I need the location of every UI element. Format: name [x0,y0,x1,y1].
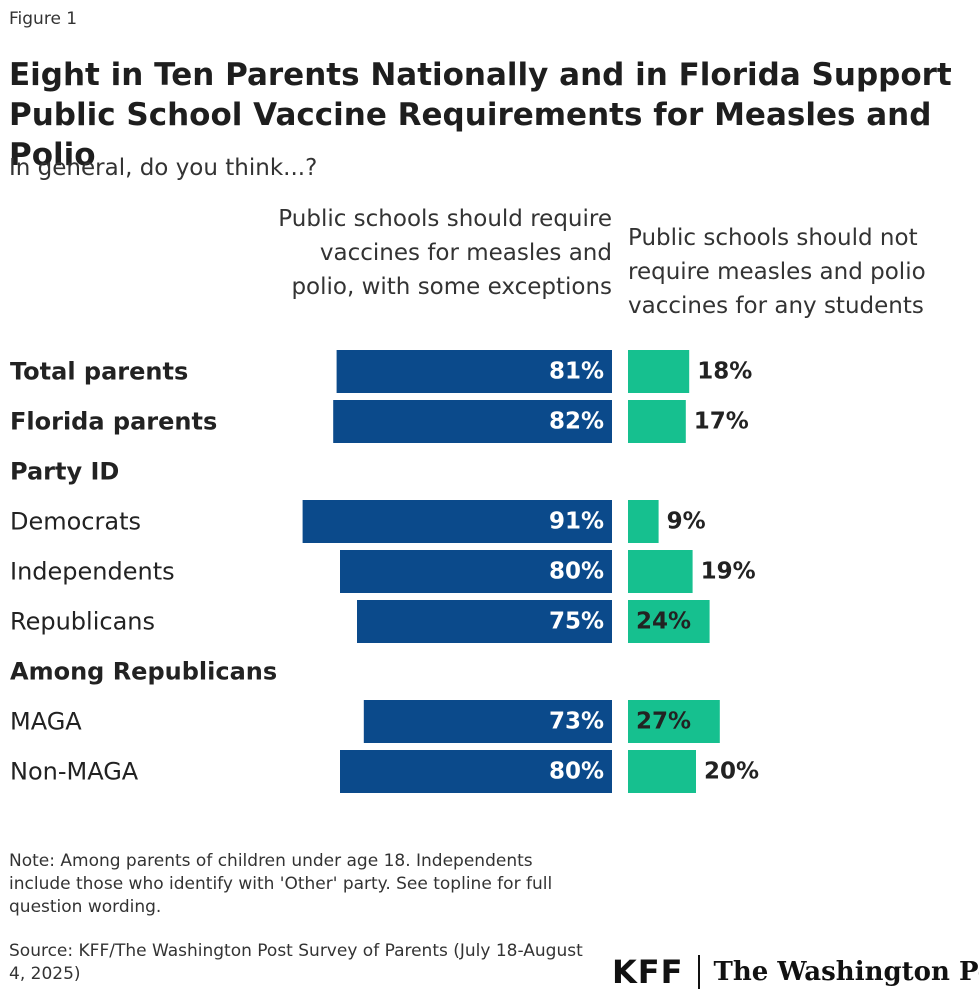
chart-source: Source: KFF/The Washington Post Survey o… [9,941,583,984]
data-label-require-independents: 80% [549,559,604,585]
group-header-party-id: Party ID [10,458,119,486]
publisher-logos: KFF The Washington Post [612,950,979,994]
row-label-republicans: Republicans [10,608,155,636]
logo-divider [697,955,700,989]
bar-require-democrats [302,500,612,543]
data-label-require-total-parents: 81% [549,359,604,385]
row-label-florida-parents: Florida parents [10,408,217,436]
data-label-require-florida-parents: 82% [549,409,604,435]
data-label-not-require-republicans: 24% [636,609,691,635]
data-label-require-non-maga: 80% [549,759,604,785]
figure-label: Figure 1 [9,9,78,29]
chart-title: Eight in Ten Parents Nationally and in F… [9,57,952,173]
bar-not-require-total-parents [628,350,690,393]
row-label-total-parents: Total parents [10,358,188,386]
bar-not-require-maga [628,700,720,743]
bar-not-require-independents [628,550,693,593]
bar-not-require-democrats [628,500,659,543]
data-label-not-require-maga: 27% [636,709,691,735]
kff-logo: KFF [612,953,684,991]
data-label-require-maga: 73% [549,709,604,735]
bar-require-independents [340,550,612,593]
legend-require-header: Public schools should require vaccines f… [278,206,612,300]
legend-not-require-header: Public schools should not require measle… [628,225,926,319]
row-label-independents: Independents [10,558,175,586]
bar-require-non-maga [340,750,612,793]
bar-not-require-republicans [628,600,710,643]
chart-subtitle: In general, do you think...? [9,155,318,181]
row-label-non-maga: Non-MAGA [10,758,139,786]
data-label-require-republicans: 75% [549,609,604,635]
data-label-require-democrats: 91% [549,509,604,535]
data-label-not-require-non-maga: 20% [704,759,759,785]
chart-note: Note: Among parents of children under ag… [9,851,553,917]
bar-require-total-parents [336,350,612,393]
row-label-democrats: Democrats [10,508,141,536]
data-label-not-require-total-parents: 18% [697,359,752,385]
group-header-among-republicans: Among Republicans [10,658,277,686]
data-label-not-require-independents: 19% [701,559,756,585]
bar-not-require-non-maga [628,750,696,793]
diverging-bar-chart: Total parents 81% 18% Florida parents 82% 17%… [10,350,759,793]
data-label-not-require-democrats: 9% [667,509,706,535]
washington-post-logo: The Washington Post [713,957,979,987]
bar-require-maga [363,700,612,743]
row-label-maga: MAGA [10,708,82,736]
data-label-not-require-florida-parents: 17% [694,409,749,435]
bar-require-florida-parents [333,400,612,443]
bar-require-republicans [357,600,612,643]
bar-not-require-florida-parents [628,400,686,443]
